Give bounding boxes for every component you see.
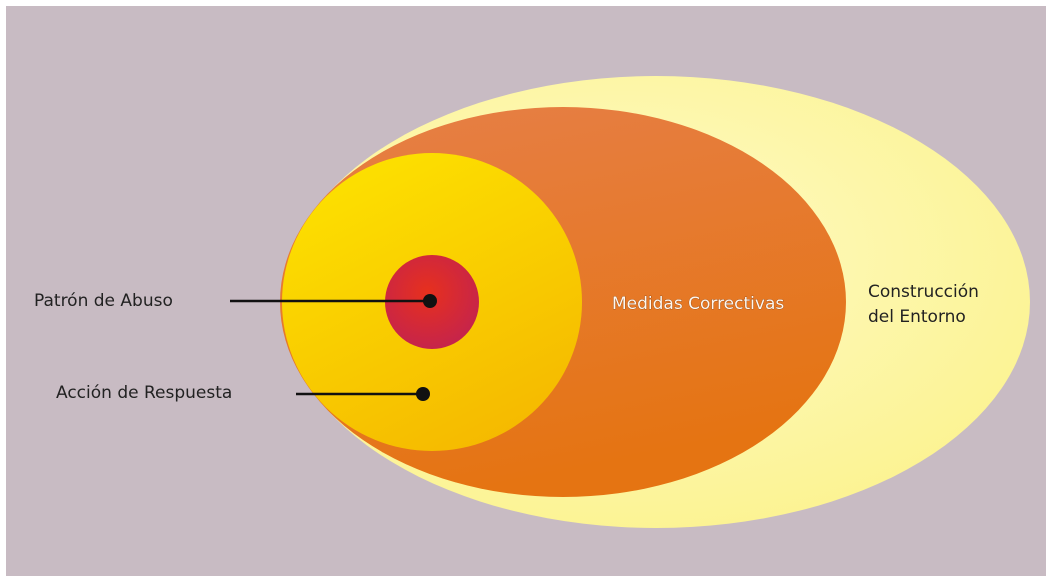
- corrective-measures-label: Medidas Correctivas: [612, 294, 784, 314]
- response-action-dot: [416, 387, 430, 401]
- abuse-pattern-dot: [423, 294, 437, 308]
- environment-label-line2: del Entorno: [868, 307, 966, 327]
- abuse-pattern-label: Patrón de Abuso: [34, 291, 173, 311]
- environment-label-line1: Construcción: [868, 282, 979, 302]
- response-action-label: Acción de Respuesta: [56, 383, 232, 403]
